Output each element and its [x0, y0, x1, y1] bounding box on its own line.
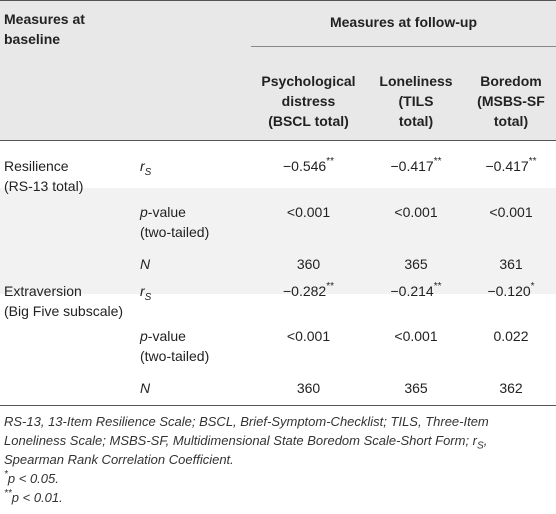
top-rule [0, 0, 556, 1]
col-header-loneliness-2: (TILS [398, 93, 434, 109]
footnote-abbrev-line2: Loneliness Scale; MSBS-SF, Multidimensio… [4, 433, 488, 452]
n-label: N [140, 256, 151, 272]
rs-boredom-extraversion: −0.120* [487, 281, 535, 299]
p-loneliness-extraversion: <0.001 [394, 328, 438, 344]
measure-resilience-line1: Resilience [4, 158, 69, 174]
footnote-abbrev-line1: RS-13, 13-Item Resilience Scale; BSCL, B… [4, 414, 489, 429]
p-label-line2: (two-tailed) [140, 224, 210, 240]
footnote-p05: *p < 0.05. [4, 468, 59, 486]
rs-distress-resilience: −0.546** [282, 156, 334, 174]
bottom-rule [0, 405, 556, 406]
col-header-distress-3: (BSCL total) [268, 113, 349, 129]
p-distress-extraversion: <0.001 [286, 328, 331, 344]
rs-loneliness-extraversion: −0.214** [390, 281, 442, 299]
footnote-p01: **p < 0.01. [4, 487, 63, 505]
rs-distress-extraversion: −0.282** [282, 281, 334, 299]
table-footnotes: RS-13, 13-Item Resilience Scale; BSCL, B… [4, 412, 552, 507]
n-distress-extraversion: 360 [296, 380, 321, 396]
measure-resilience-line2: (RS-13 total) [4, 178, 84, 194]
group-rule [251, 46, 556, 47]
header-left-line2: baseline [4, 31, 61, 47]
measure-extraversion-line2: (Big Five subscale) [4, 303, 124, 319]
n-boredom-extraversion: 362 [499, 380, 523, 396]
col-header-distress-1: Psychological [261, 73, 356, 89]
table-header-band [0, 0, 556, 140]
n-loneliness-resilience: 365 [404, 256, 428, 272]
row-band-extraversion [0, 188, 556, 294]
header-left-line1: Measures at [4, 11, 85, 27]
p-label-line1: p-value [140, 328, 186, 344]
p-distress-resilience: <0.001 [286, 204, 331, 220]
col-header-boredom-2: (MSBS-SF [477, 93, 545, 109]
rs-boredom-resilience: −0.417** [485, 156, 537, 174]
col-header-boredom-1: Boredom [480, 73, 542, 89]
n-label: N [140, 380, 151, 396]
col-header-boredom-3: total) [493, 113, 529, 129]
p-label-line2: (two-tailed) [140, 348, 210, 364]
col-header-distress-2: distress [281, 93, 336, 109]
n-distress-resilience: 360 [296, 256, 321, 272]
p-boredom-extraversion: 0.022 [493, 328, 529, 344]
header-group-title: Measures at follow-up [329, 14, 478, 30]
p-boredom-resilience: <0.001 [489, 204, 533, 220]
rs-label: rS [140, 158, 152, 178]
p-loneliness-resilience: <0.001 [394, 204, 438, 220]
col-header-loneliness-3: total) [398, 113, 434, 129]
col-header-loneliness-1: Loneliness [379, 73, 453, 89]
n-boredom-resilience: 361 [499, 256, 523, 272]
n-loneliness-extraversion: 365 [404, 380, 428, 396]
rs-label: rS [140, 283, 152, 303]
measure-extraversion-line1: Extraversion [4, 283, 82, 299]
rs-loneliness-resilience: −0.417** [390, 156, 442, 174]
footnote-abbrev-line3: Spearman Rank Correlation Coefficient. [4, 452, 234, 467]
header-rule [0, 140, 556, 141]
p-label-line1: p-value [140, 204, 186, 220]
results-table: Measures at baseline Measures at follow-… [0, 0, 556, 406]
